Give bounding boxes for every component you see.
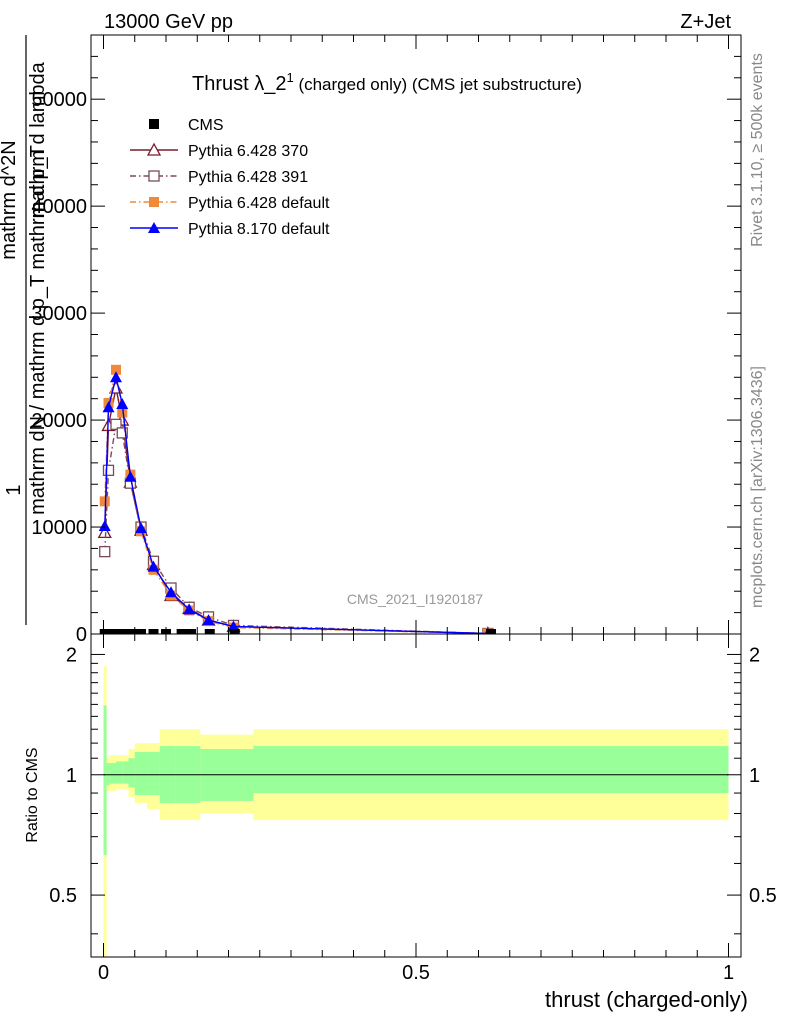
legend-marker [149, 119, 159, 129]
data-point [110, 418, 122, 431]
data-point [135, 522, 147, 534]
main-plot-title: Thrust λ_21 (charged only) (CMS jet subs… [192, 70, 582, 95]
data-point [99, 545, 111, 558]
data-point [99, 496, 110, 507]
y-axis-label-bottom: mathrm d lambda [27, 61, 49, 217]
ratio-inner-band-bin [253, 746, 729, 794]
ratio-plot-area [103, 666, 729, 957]
main-y-tick-label: 20000 [31, 410, 87, 432]
data-point [98, 519, 111, 531]
x-tick-label: 0.5 [402, 962, 430, 984]
data-point [229, 629, 240, 634]
legend-entry: Pythia 6.428 default [130, 195, 330, 212]
legend-label: Pythia 8.170 default [188, 221, 330, 238]
main-y-tick-label: 40000 [31, 196, 87, 218]
data-point [111, 364, 121, 375]
main-plot-title-sup: 1 [286, 70, 293, 85]
ratio-y-tick-label-right: 2 [749, 644, 760, 666]
data-point [102, 464, 115, 476]
data-point [204, 629, 215, 634]
main-y-tick-label: 30000 [31, 303, 87, 325]
ratio-inner-band-bin [106, 763, 110, 786]
ratio-y-axis-label: Ratio to CMS [24, 747, 41, 842]
ratio-inner-band-bin [109, 763, 116, 784]
data-point [124, 470, 137, 482]
main-y-tick-label: 10000 [31, 517, 87, 539]
legend-marker [148, 222, 160, 233]
legend-marker [146, 142, 162, 156]
mcplots-citation-note: mcplots.cern.ch [arXiv:1306.3436] [749, 366, 766, 608]
x-axis-label: thrust (charged-only) [545, 987, 748, 1012]
data-point [186, 629, 196, 634]
data-point [110, 371, 122, 383]
ratio-inner-band-bin [128, 758, 135, 788]
header-energy-label: 13000 GeV pp [104, 11, 233, 33]
data-point [202, 614, 215, 626]
ratio-y-tick-label: 1 [66, 765, 77, 787]
data-point [117, 407, 128, 418]
ratio-y-tick-label-right: 0.5 [749, 885, 777, 907]
data-point [176, 629, 187, 634]
ratio-inner-band-bin [122, 761, 129, 784]
main-plot-title-suffix: (charged only) (CMS jet substructure) [294, 75, 582, 94]
x-tick-label: 1 [723, 962, 734, 984]
main-y-tick-label: 50000 [31, 89, 87, 111]
ratio-inner-band-bin [147, 752, 160, 795]
legend-entry: Pythia 8.170 default [130, 221, 330, 238]
ratio-inner-band-bin [134, 752, 148, 795]
legend-entry: Pythia 6.428 370 [130, 142, 308, 160]
legend: CMS Pythia 6.428 370 Pythia 6.428 391 Pythi… [130, 117, 330, 238]
legend-label: CMS [188, 117, 224, 134]
data-point [147, 560, 160, 572]
data-point [120, 629, 131, 634]
rivet-version-note: Rivet 3.1.10, ≥ 500k events [749, 53, 766, 247]
legend-entry: Pythia 6.428 391 [130, 169, 308, 186]
data-point [486, 629, 496, 634]
data-point [126, 629, 137, 634]
ratio-axes: 0.5 0.5 1 1 2 2 0 0.5 1 [49, 634, 777, 984]
legend-label: Pythia 6.428 391 [188, 169, 308, 186]
ratio-inner-band-bin [103, 705, 107, 855]
main-panel: 0 10000 20000 30000 40000 50000 CMS_2021_I192… [31, 34, 742, 646]
legend-marker [149, 197, 159, 207]
main-axes: 0 10000 20000 30000 40000 50000 [31, 34, 741, 646]
x-tick-label: 0 [98, 962, 109, 984]
data-point [183, 603, 196, 615]
data-point [116, 398, 129, 410]
main-y-axis-label: 1 mathrm d^2N mathrm dN / mathrm d p_T m… [0, 35, 49, 625]
main-y-tick-label: 0 [76, 624, 87, 646]
ratio-y-tick-label-right: 1 [749, 765, 760, 787]
data-point [227, 620, 240, 632]
main-plot-area [97, 364, 496, 634]
ratio-y-tick-label: 0.5 [49, 885, 77, 907]
legend-label: Pythia 6.428 370 [188, 143, 308, 160]
legend-label: Pythia 6.428 default [188, 195, 330, 212]
watermark-analysis-id: CMS_2021_I1920187 [347, 591, 483, 607]
header-process-label: Z+Jet [680, 11, 731, 33]
ratio-panel: 0.5 0.5 1 1 2 2 0 0.5 1 Ratio to CMS [24, 633, 777, 984]
data-point [165, 586, 177, 598]
data-point [148, 629, 159, 634]
ratio-inner-band-bin [116, 761, 123, 784]
data-point [136, 629, 146, 634]
y-axis-label-numerator: 1 [3, 484, 25, 495]
data-point [116, 427, 128, 439]
y-axis-label-top: mathrm d^2N [0, 140, 20, 259]
main-plot-title-text: Thrust λ_2 [192, 73, 286, 95]
data-point [102, 401, 115, 413]
legend-marker [148, 170, 160, 182]
legend-entry: CMS [149, 117, 224, 134]
ratio-y-tick-label: 2 [66, 644, 77, 666]
series-pythia-8-170-default [98, 371, 492, 634]
y-axis-label-main: mathrm dN / mathrm d p_T mathrm d p_T [27, 145, 49, 515]
